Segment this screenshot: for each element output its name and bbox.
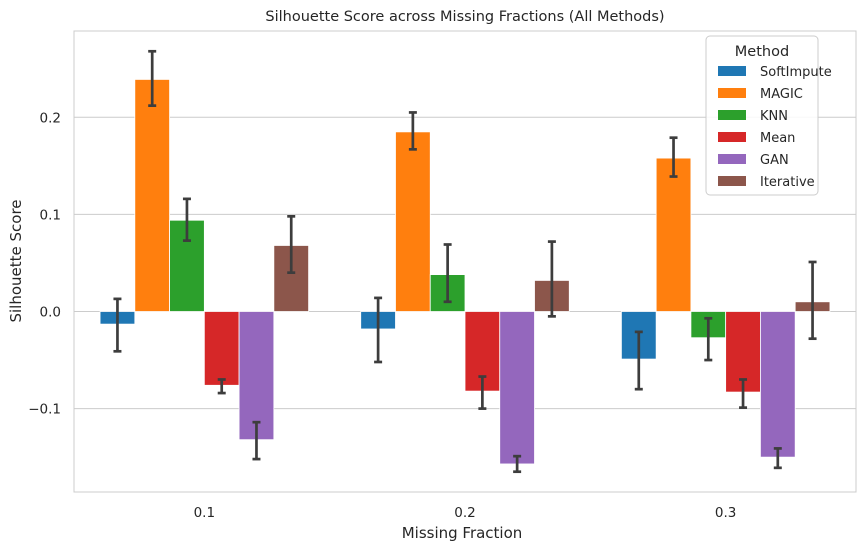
bar	[499, 311, 535, 465]
legend-label: Iterative	[760, 175, 815, 190]
chart-title: Silhouette Score across Missing Fraction…	[265, 9, 664, 25]
y-tick-labels: −0.1 0.0 0.1 0.2	[28, 110, 61, 417]
legend-swatch	[718, 88, 746, 98]
legend-title: Method	[735, 44, 789, 60]
x-tick-label: 0.3	[715, 505, 736, 521]
error-bars	[113, 49, 817, 474]
legend-label: KNN	[760, 109, 788, 124]
legend-swatch	[718, 110, 746, 120]
legend-label: MAGIC	[760, 87, 803, 102]
legend-label: GAN	[760, 153, 789, 168]
legend-label: Mean	[760, 131, 795, 146]
legend-label: SoftImpute	[760, 65, 832, 80]
x-tick-labels: 0.1 0.2 0.3	[194, 505, 737, 521]
bar	[238, 311, 275, 441]
y-tick-label: 0.1	[40, 207, 61, 223]
plot-frame	[73, 30, 857, 493]
y-axis-label: Silhouette Score	[7, 199, 25, 322]
x-tick-label: 0.1	[194, 505, 215, 521]
legend: Method SoftImpute MAGIC KNN Mean GAN Iterativ…	[705, 35, 832, 196]
bar	[134, 79, 170, 312]
y-tick-label: 0.0	[40, 305, 61, 321]
bar	[395, 131, 431, 312]
x-axis-label: Missing Fraction	[402, 524, 523, 542]
legend-swatch	[718, 154, 746, 164]
legend-swatch	[718, 176, 746, 186]
x-tick-label: 0.2	[454, 505, 475, 521]
bar	[760, 311, 796, 458]
legend-swatch	[718, 66, 746, 76]
y-tick-label: −0.1	[28, 402, 61, 418]
bar	[655, 157, 692, 312]
y-tick-label: 0.2	[40, 110, 61, 126]
legend-swatch	[718, 132, 746, 142]
bar	[203, 311, 240, 386]
bars	[99, 79, 831, 465]
